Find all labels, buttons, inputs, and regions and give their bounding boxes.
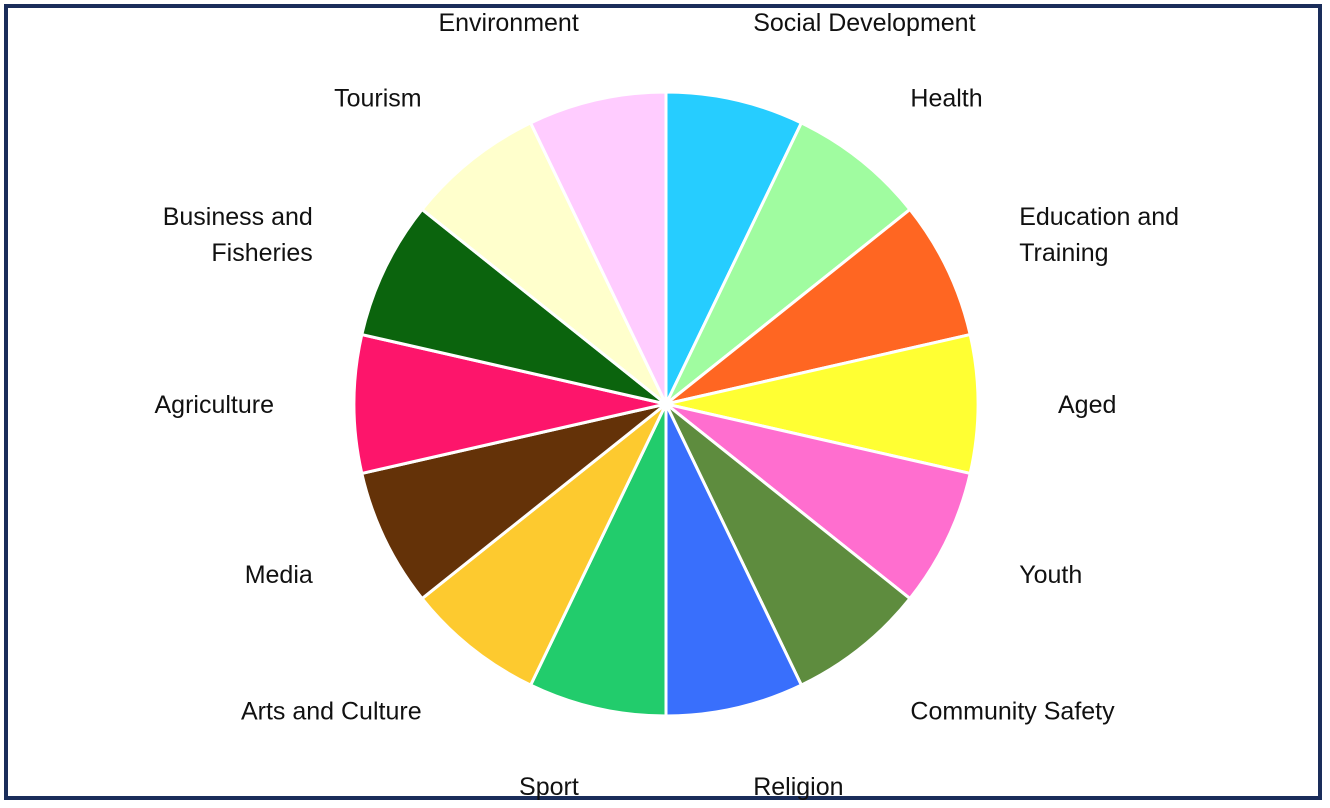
pie-slice-religion xyxy=(664,402,803,718)
pie-slice-health xyxy=(664,121,912,406)
pie-slice-agriculture xyxy=(352,333,668,475)
pie-slice-tourism xyxy=(420,121,668,406)
pie-slices xyxy=(352,90,980,718)
slice-label-tourism: Tourism xyxy=(334,85,422,113)
slice-label-arts-and-culture: Arts and Culture xyxy=(241,698,422,726)
slice-label-religion: Religion xyxy=(753,773,843,801)
pie-slice-business-and-fisheries xyxy=(360,207,668,406)
slice-label-education-and-training: Education and Training xyxy=(1019,203,1179,267)
pie-slice-aged xyxy=(664,333,980,475)
pie-slice-media xyxy=(360,402,668,601)
pie-slice-environment xyxy=(529,90,668,406)
slice-label-youth: Youth xyxy=(1019,561,1082,589)
slice-label-health: Health xyxy=(910,85,982,113)
pie-slice-social-development xyxy=(664,90,803,406)
slice-label-environment: Environment xyxy=(438,9,578,37)
slice-label-community-safety: Community Safety xyxy=(910,698,1115,726)
pie-slice-sport xyxy=(529,402,668,718)
pie-labels: Social Development Health Education and Tra… xyxy=(155,9,1180,801)
slice-label-business-and-fisheries: Business and Fisheries xyxy=(163,203,313,267)
pie-slice-community-safety xyxy=(664,402,912,687)
pie-slice-youth xyxy=(664,402,972,601)
slice-label-sport: Sport xyxy=(519,773,579,801)
slice-label-social-development: Social Development xyxy=(753,9,975,37)
slice-label-agriculture: Agriculture xyxy=(155,391,275,419)
slice-label-media: Media xyxy=(245,561,313,589)
slice-label-aged: Aged xyxy=(1058,391,1116,419)
pie-slice-arts-and-culture xyxy=(420,402,668,687)
pie-slice-education-and-training xyxy=(664,207,972,406)
